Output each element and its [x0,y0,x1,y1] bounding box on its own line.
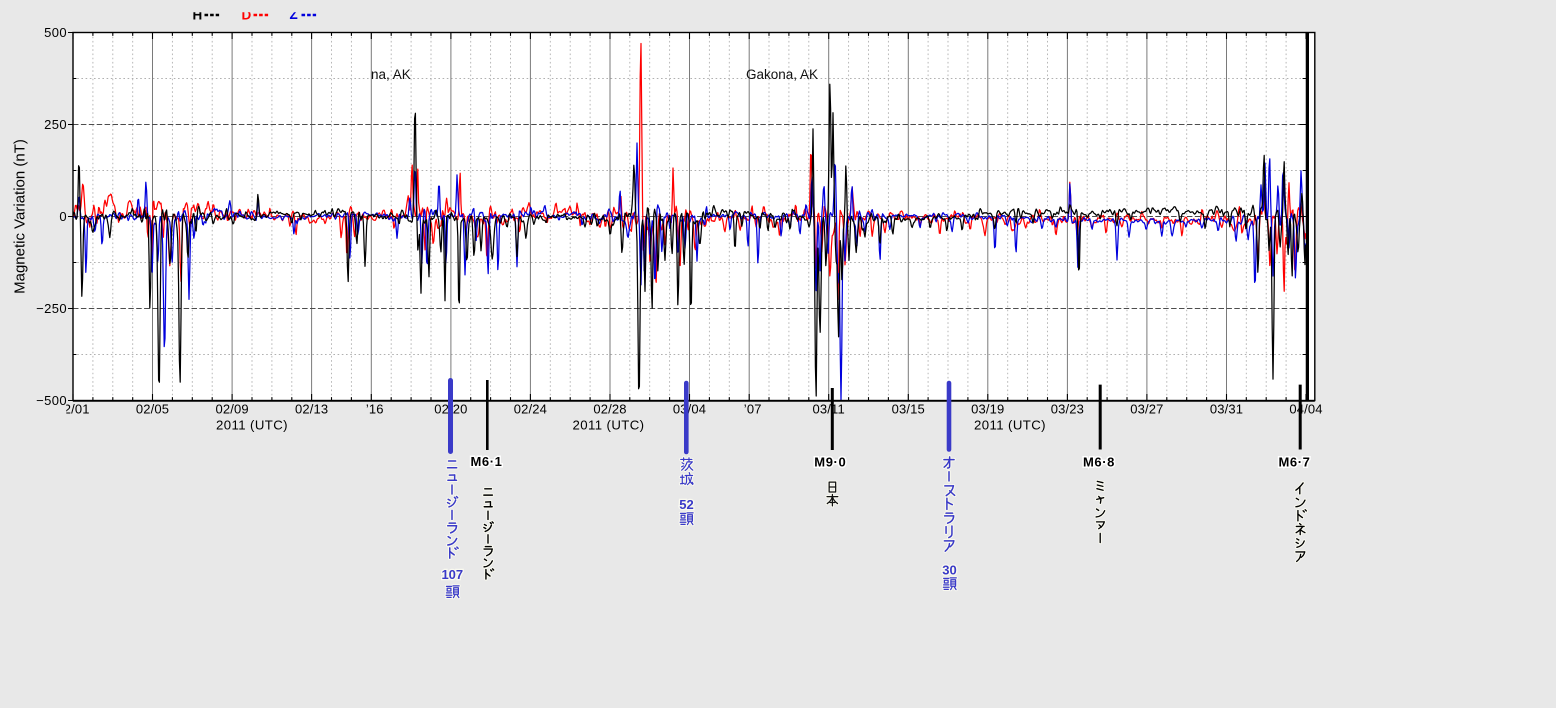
svg-text:02/28: 02/28 [593,402,626,417]
svg-text:500: 500 [44,25,67,40]
svg-text:03/31: 03/31 [1210,402,1243,417]
svg-text:02/09: 02/09 [215,402,248,417]
svg-text:02/05: 02/05 [136,402,169,417]
svg-text:na, AK: na, AK [371,67,411,82]
svg-text:M6·1: M6·1 [470,454,502,469]
svg-text:03/15: 03/15 [892,402,925,417]
svg-text:03/04: 03/04 [673,402,706,417]
svg-text:M9·0: M9·0 [814,455,846,470]
svg-text:2011 (UTC): 2011 (UTC) [216,418,288,433]
svg-text:107: 107 [441,567,463,582]
svg-text:M6·8: M6·8 [1083,455,1115,470]
svg-text:Z: Z [290,7,298,22]
svg-text:2011 (UTC): 2011 (UTC) [974,418,1046,433]
svg-text:’07: ’07 [744,402,762,417]
svg-text:04/04: 04/04 [1289,402,1322,417]
svg-text:−250: −250 [36,301,67,316]
svg-text:250: 250 [44,117,67,132]
svg-text:30: 30 [942,563,956,578]
svg-text:2011 (UTC): 2011 (UTC) [573,418,645,433]
svg-text:03/23: 03/23 [1051,402,1084,417]
svg-text:Magnetic Variation (nT): Magnetic Variation (nT) [12,139,29,294]
svg-text:−500: −500 [36,393,67,408]
svg-text:H: H [193,8,203,23]
svg-text:03/11: 03/11 [813,402,845,417]
svg-text:52: 52 [679,497,693,512]
svg-text:D: D [242,8,252,23]
svg-text:M6·7: M6·7 [1278,455,1310,470]
svg-text:0: 0 [59,209,67,224]
svg-text:03/19: 03/19 [971,402,1004,417]
svg-text:02/01: 02/01 [56,402,89,417]
svg-text:Gakona, AK: Gakona, AK [746,67,818,82]
svg-text:’16: ’16 [366,402,384,417]
svg-text:02/13: 02/13 [295,402,328,417]
svg-text:03/27: 03/27 [1130,402,1163,417]
svg-text:02/24: 02/24 [514,402,547,417]
